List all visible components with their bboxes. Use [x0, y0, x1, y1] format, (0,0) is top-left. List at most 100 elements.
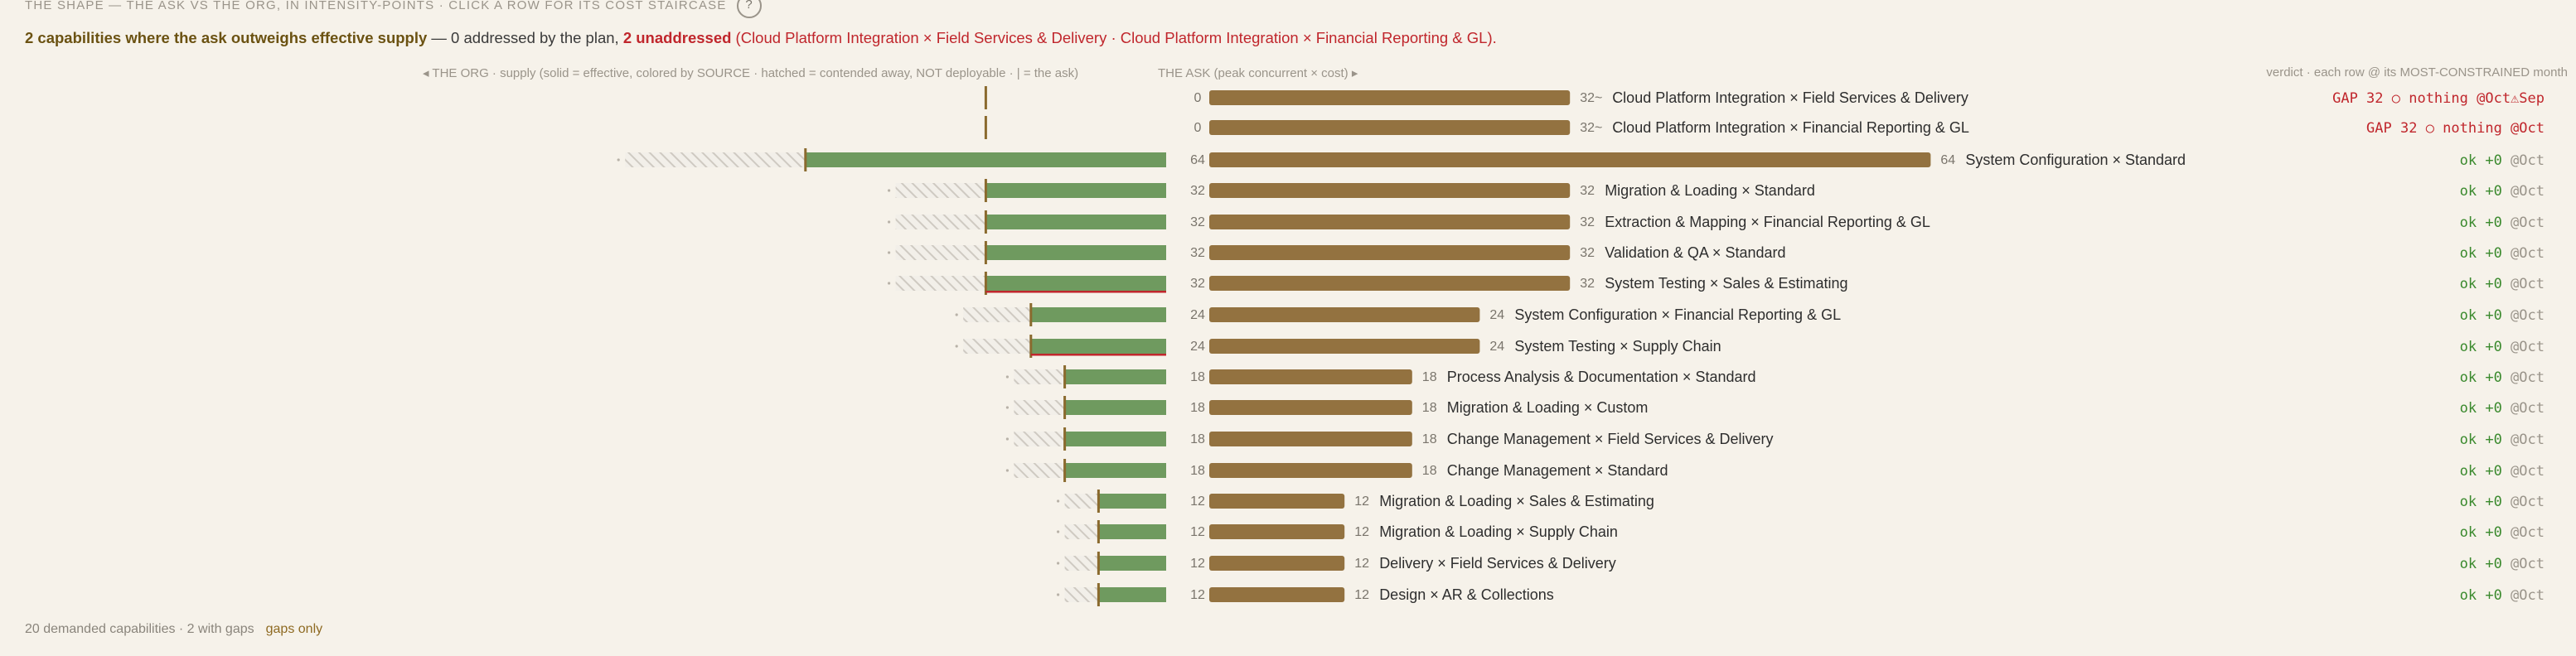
chart-row[interactable]: 24 24 System Configuration × Financial Rep… [955, 303, 2545, 326]
ask-marker [984, 272, 987, 295]
contended-dot [617, 158, 620, 162]
help-icon[interactable]: ? [736, 0, 762, 18]
supply-bar [985, 276, 1166, 291]
contended-bar [895, 276, 986, 291]
verdict: ok +0 @Oct [2460, 556, 2545, 572]
capability-label: Extraction & Mapping × Financial Reporti… [1605, 214, 1930, 230]
ask-bar [1209, 307, 1480, 322]
supply-bar [1098, 556, 1166, 571]
supply-bar [805, 152, 1166, 167]
ask-value: 32~ [1580, 91, 1602, 105]
supply-bar [985, 215, 1166, 229]
contended-bar [963, 339, 1031, 354]
verdict: ok +0 @Oct [2460, 152, 2545, 169]
ask-marker [804, 148, 807, 171]
supply-value: 18 [1190, 432, 1205, 446]
chart-row[interactable]: 18 18 Migration & Loading × Custom ok +0 @O… [1005, 396, 2545, 419]
verdict: ok +0 @Oct [2460, 183, 2545, 200]
capability-label: Migration & Loading × Supply Chain [1379, 523, 1618, 540]
capability-label: Migration & Loading × Standard [1605, 182, 1815, 199]
gaps-only-filter[interactable]: gaps only [265, 622, 323, 636]
contended-bar [625, 152, 806, 167]
ask-column-header: THE ASK (peak concurrent × cost) ▸ [1158, 66, 1358, 80]
ask-bar [1209, 400, 1412, 415]
supply-value: 0 [1194, 121, 1202, 135]
ask-bar [1209, 524, 1345, 539]
verdict: ok +0 @Oct [2460, 494, 2545, 510]
chart-row[interactable]: 18 18 Change Management × Standard ok +0 @O… [1005, 459, 2545, 482]
underline-mark [1030, 354, 1166, 356]
verdict-column-header: verdict · each row @ its MOST-CONSTRAINE… [2266, 65, 2568, 80]
ask-marker [984, 116, 987, 139]
contended-bar [1014, 369, 1065, 384]
supply-bar [985, 183, 1166, 198]
ask-value: 24 [1489, 308, 1504, 322]
verdict: ok +0 @Oct [2460, 587, 2545, 604]
contended-bar [1064, 524, 1099, 539]
chart-row[interactable]: 12 12 Design × AR & Collections ok +0 @Oct [1057, 583, 2545, 606]
chart-title: THE SHAPE — THE ASK VS THE ORG, IN INTEN… [25, 0, 762, 18]
contended-dot [888, 282, 891, 285]
chart-row[interactable]: 12 12 Migration & Loading × Supply Chain ok… [1057, 520, 2545, 543]
summary-detail: (Cloud Platform Integration × Field Serv… [735, 29, 1493, 46]
ask-bar [1209, 245, 1571, 260]
supply-value: 32 [1190, 215, 1205, 229]
ask-bar [1209, 339, 1480, 354]
supply-bar [1030, 307, 1166, 322]
verdict: ok +0 @Oct [2460, 307, 2545, 324]
supply-value: 24 [1190, 308, 1205, 322]
ask-marker [984, 179, 987, 202]
chart-row[interactable]: 32 32 Validation & QA × Standard ok +0 @Oct [888, 241, 2545, 264]
contended-bar [1064, 587, 1099, 602]
ask-marker [984, 86, 987, 109]
contended-bar [895, 215, 986, 229]
contended-dot [1057, 562, 1060, 565]
supply-value: 0 [1194, 91, 1202, 105]
ask-value: 18 [1422, 432, 1437, 446]
chart-row[interactable]: 32 32 System Testing × Sales & Estimating o… [888, 272, 2545, 295]
ask-value: 24 [1489, 340, 1504, 354]
chart-row[interactable]: 12 12 Migration & Loading × Sales & Estima… [1057, 490, 2545, 513]
chart-row[interactable]: 18 18 Change Management × Field Services &… [1005, 427, 2545, 451]
chart-row[interactable]: 0 32~ Cloud Platform Integration × Field S… [984, 86, 2545, 109]
ask-value: 64 [1940, 153, 1955, 167]
verdict: ok +0 @Oct [2460, 276, 2545, 292]
ask-bar [1209, 183, 1571, 198]
contended-bar [1014, 432, 1065, 446]
supply-value: 12 [1190, 557, 1205, 571]
contended-dot [888, 189, 891, 192]
footer-count: 20 demanded capabilities · 2 with gaps [25, 622, 254, 636]
chart-row[interactable]: 32 32 Extraction & Mapping × Financial Rep… [888, 210, 2545, 234]
chart-row[interactable]: 12 12 Delivery × Field Services & Delivery… [1057, 552, 2545, 575]
ask-marker [1063, 365, 1067, 388]
ask-value: 32 [1580, 246, 1595, 260]
chart-row[interactable]: 64 64 System Configuration × Standard ok +0… [617, 148, 2545, 171]
ask-marker [1063, 396, 1067, 419]
contended-dot [1005, 375, 1009, 379]
ask-bar [1209, 215, 1571, 229]
ask-bar [1209, 463, 1412, 478]
contended-bar [963, 307, 1031, 322]
contended-bar [895, 245, 986, 260]
contended-dot [1005, 469, 1009, 472]
summary-lead: 2 capabilities where the ask outweighs e… [25, 29, 428, 46]
capability-label: Change Management × Standard [1447, 462, 1668, 479]
ask-marker [1029, 303, 1033, 326]
supply-value: 32 [1190, 246, 1205, 260]
chart-row[interactable]: 18 18 Process Analysis & Documentation × S… [1005, 365, 2545, 388]
chart-row[interactable]: 0 32~ Cloud Platform Integration × Financi… [984, 116, 2545, 139]
contended-dot [955, 313, 958, 316]
verdict: ok +0 @Oct [2460, 463, 2545, 480]
chart-row[interactable]: 32 32 Migration & Loading × Standard ok +0 … [888, 179, 2545, 202]
ask-value: 32 [1580, 277, 1595, 291]
contended-dot [1057, 593, 1060, 596]
ask-marker [1097, 490, 1100, 513]
chart-row[interactable]: 24 24 System Testing × Supply Chain ok +0 @… [955, 335, 2545, 358]
capability-label: Change Management × Field Services & Del… [1447, 431, 1774, 447]
contended-bar [1064, 494, 1099, 509]
verdict: ok +0 @Oct [2460, 215, 2545, 231]
supply-bar [1064, 369, 1166, 384]
supply-bar [1064, 463, 1166, 478]
ask-value: 18 [1422, 370, 1437, 384]
summary-end: . [1492, 29, 1497, 46]
